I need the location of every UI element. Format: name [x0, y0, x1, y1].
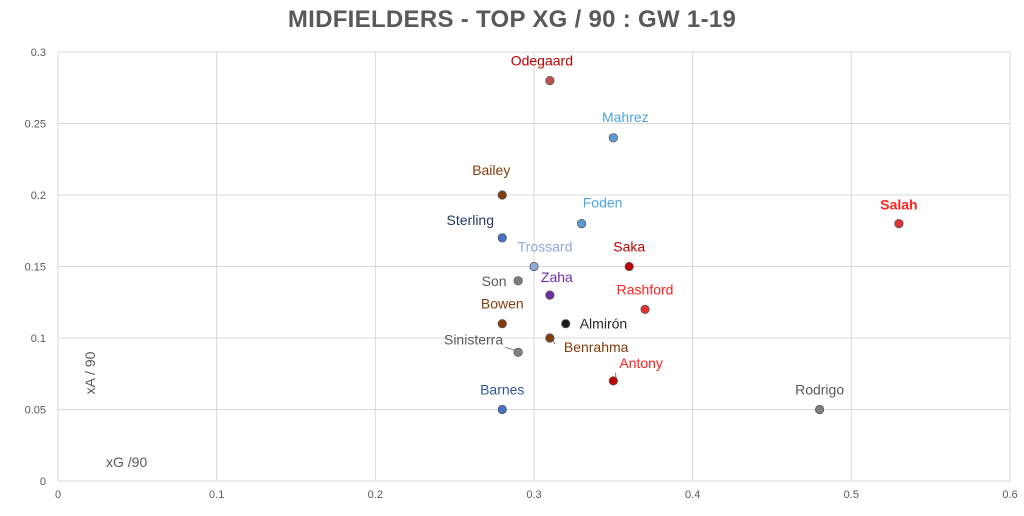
point-label: Foden — [583, 195, 623, 211]
x-tick-label: 0.1 — [209, 489, 224, 501]
y-tick-label: 0.15 — [25, 262, 46, 274]
x-tick-label: 0.6 — [1002, 489, 1017, 501]
y-tick-label: 0.25 — [25, 119, 46, 131]
y-tick-label: 0.2 — [31, 190, 46, 202]
data-point — [497, 319, 507, 329]
data-point — [545, 290, 555, 300]
x-axis-ticks: 0 0.1 0.2 0.3 0.4 0.5 0.6 — [55, 489, 1018, 501]
data-point — [529, 261, 539, 272]
point-label: Almirón — [580, 316, 627, 332]
point-label: Trossard — [518, 239, 573, 255]
data-point — [497, 190, 507, 200]
data-point — [513, 347, 523, 357]
point-label: Rodrigo — [795, 382, 844, 398]
data-point — [640, 304, 650, 314]
x-axis-label: xG /90 — [106, 454, 147, 470]
x-tick-label: 0.2 — [368, 489, 383, 501]
point-label: Antony — [619, 355, 663, 371]
chart-title: MIDFIELDERS - TOP XG / 90 : GW 1-19 — [287, 6, 737, 33]
y-axis-label: xA / 90 — [82, 351, 98, 394]
leader-line — [504, 346, 516, 351]
point-label: Bowen — [481, 296, 524, 312]
data-point — [608, 133, 618, 143]
data-point — [497, 233, 507, 243]
x-tick-label: 0.4 — [685, 489, 700, 501]
point-label: Odegaard — [511, 53, 573, 69]
point-label: Sinisterra — [444, 331, 503, 347]
point-label: Rashford — [617, 281, 674, 297]
data-point — [894, 219, 904, 229]
data-point — [545, 76, 555, 86]
data-point — [561, 319, 571, 329]
y-tick-label: 0 — [40, 476, 46, 488]
x-tick-label: 0.5 — [844, 489, 859, 501]
point-label: Bailey — [472, 162, 510, 178]
point-label: Son — [482, 273, 507, 289]
point-label: Saka — [613, 239, 645, 255]
point-label: Mahrez — [602, 109, 649, 125]
y-tick-label: 0.1 — [31, 333, 46, 345]
point-labels: Odegaard Mahrez Bailey Foden Salah Sterling Tr… — [444, 53, 918, 398]
x-tick-label: 0 — [55, 489, 61, 501]
point-label: Barnes — [480, 382, 524, 398]
data-point — [576, 219, 587, 229]
y-tick-label: 0.3 — [31, 47, 46, 59]
data-point — [545, 333, 555, 343]
point-label: Sterling — [447, 212, 494, 228]
data-point — [624, 261, 634, 272]
point-label: Salah — [880, 197, 917, 213]
data-points — [497, 76, 904, 415]
data-point — [513, 276, 523, 286]
x-tick-label: 0.3 — [526, 489, 541, 501]
data-point — [608, 376, 618, 386]
point-label: Benrahma — [564, 339, 629, 355]
point-label: Zaha — [541, 269, 573, 285]
data-point — [814, 404, 825, 415]
y-tick-label: 0.05 — [25, 405, 46, 417]
y-axis-ticks: 0 0.05 0.1 0.15 0.2 0.25 0.3 — [25, 47, 46, 488]
data-point — [497, 404, 507, 415]
